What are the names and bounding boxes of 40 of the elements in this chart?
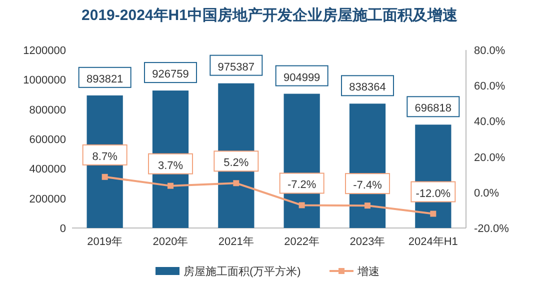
data-label: 904999 (283, 72, 320, 84)
x-tick-label: 2022年 (284, 236, 320, 248)
legend-label: 房屋施工面积(万平方米) (184, 265, 301, 278)
point (233, 180, 240, 186)
data-label: 926759 (152, 68, 189, 81)
chart-title: 2019-2024年H1中国房地产开发企业房屋施工面积及增速 (82, 6, 458, 24)
y-tick-label: 1000000 (23, 74, 66, 87)
point (168, 182, 174, 189)
y2-tick-label: 20.0% (474, 152, 506, 164)
point (364, 202, 370, 209)
x-tick-label: 2021年 (218, 236, 254, 248)
data-label: -12.0% (416, 188, 451, 200)
y-tick-label: 400000 (29, 164, 66, 176)
point (430, 210, 436, 217)
y-tick-label: 0 (60, 223, 66, 235)
x-tick-label: 2019年 (87, 236, 123, 248)
data-label: -7.2% (287, 179, 316, 192)
data-label: 838364 (349, 82, 386, 94)
y-tick-label: 600000 (29, 134, 66, 146)
y-tick-label: 800000 (29, 104, 66, 116)
x-tick-label: 2024年H1 (408, 236, 458, 248)
data-label: 975387 (218, 61, 255, 74)
data-label: 893821 (86, 73, 124, 86)
y-tick-label: 200000 (29, 193, 66, 206)
y2-tick-label: -20.0% (474, 223, 510, 235)
x-tick-label: 2020年 (152, 236, 188, 248)
x-tick-label: 2023年 (350, 236, 386, 248)
y2-tick-label: 80.0% (474, 45, 506, 57)
legend-label: 增速 (356, 265, 380, 278)
y2-tick-label: 40.0% (474, 116, 506, 128)
point (298, 202, 305, 208)
y2-tick-label: 60.0% (474, 80, 506, 93)
data-label: 3.7% (158, 160, 184, 172)
data-label: 5.2% (224, 157, 249, 170)
point (102, 174, 108, 180)
data-label: -7.4% (353, 180, 382, 192)
data-label: 696818 (414, 102, 452, 115)
data-label: 8.7% (92, 150, 118, 163)
y2-tick-label: 0.0% (474, 187, 500, 200)
y-tick-label: 1200000 (23, 45, 66, 57)
